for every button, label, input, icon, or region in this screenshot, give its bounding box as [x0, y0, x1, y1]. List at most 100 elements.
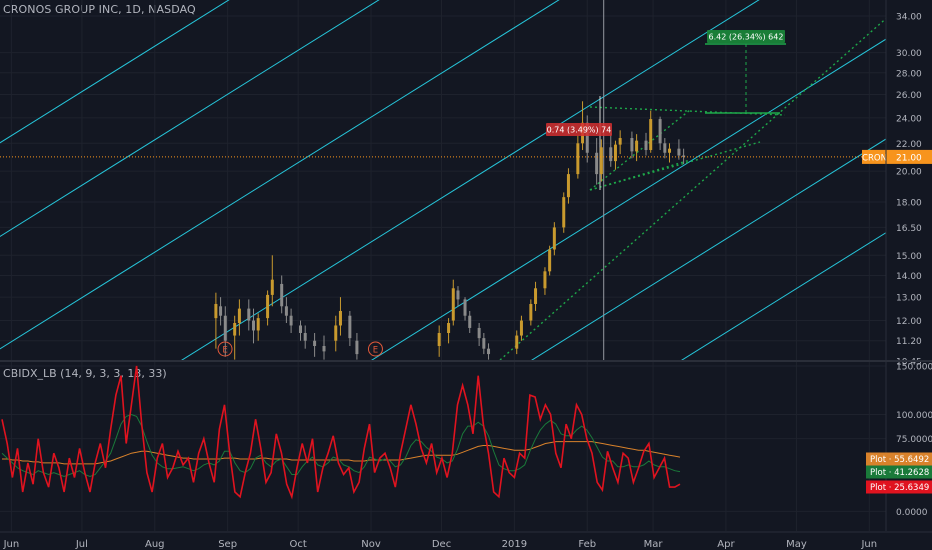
candle — [649, 110, 653, 153]
candle — [463, 297, 467, 321]
candle — [322, 335, 326, 360]
candle-body — [451, 288, 455, 321]
y-tick-label: 14.00 — [896, 272, 922, 282]
candle-body — [682, 155, 686, 157]
pitchfork-line — [681, 232, 886, 360]
plot-value-label: Plot · 25.6349 — [870, 483, 929, 493]
candle-body — [223, 315, 227, 341]
candle — [515, 330, 519, 355]
candle-body — [543, 271, 547, 289]
candle-body — [529, 303, 533, 321]
x-tick-label: Nov — [361, 539, 381, 550]
y-tick-label: 26.00 — [896, 91, 922, 101]
candle — [338, 297, 342, 336]
candle — [266, 290, 270, 326]
ind-y-tick-label: 100.0000 — [896, 411, 932, 421]
y-tick-label: 30.00 — [896, 49, 922, 59]
y-tick-label: 28.00 — [896, 69, 922, 79]
candle-body — [599, 147, 603, 175]
candle-body — [270, 279, 274, 295]
candle-body — [313, 340, 317, 347]
candle — [543, 267, 547, 295]
y-tick-label: 13.00 — [896, 294, 922, 304]
candle — [219, 297, 223, 326]
candle-body — [668, 148, 672, 153]
indicator-series-line — [1, 413, 681, 478]
candle-body — [322, 346, 326, 352]
candle-body — [663, 143, 667, 153]
x-tick-label: Dec — [432, 539, 451, 550]
candle — [289, 308, 293, 334]
candle — [214, 292, 218, 349]
candle — [348, 310, 352, 347]
candle-body — [299, 325, 303, 334]
trend-lines — [499, 17, 886, 360]
candle — [437, 325, 441, 357]
price-value-badge — [887, 149, 932, 164]
candle-body — [566, 174, 570, 198]
candle — [599, 139, 603, 182]
candle-body — [618, 138, 622, 145]
ind-y-tick-label: 150.0000 — [896, 363, 932, 373]
candle — [566, 168, 570, 204]
candle-body — [456, 290, 460, 300]
candle-body — [644, 140, 648, 151]
indicator-title: CBIDX_LB (14, 9, 3, 3, 13, 33) — [3, 367, 167, 380]
candle-body — [576, 143, 580, 175]
candle — [576, 135, 580, 179]
candle — [456, 286, 460, 307]
x-tick-label: Oct — [290, 539, 307, 550]
candle — [477, 323, 481, 347]
candle-body — [595, 152, 599, 175]
candle — [247, 299, 251, 331]
candle — [668, 143, 672, 163]
pitchfork-line — [531, 138, 886, 360]
candle — [270, 255, 274, 307]
y-tick-label: 16.50 — [896, 224, 922, 234]
x-tick-label: Sep — [218, 539, 237, 550]
candle-body — [635, 140, 639, 152]
candle-body — [677, 148, 681, 156]
candle-body — [562, 197, 566, 228]
candle-body — [463, 299, 467, 316]
candle-body — [334, 325, 338, 341]
y-tick-label: 24.00 — [896, 114, 922, 124]
candle — [334, 315, 338, 352]
candle — [303, 325, 307, 349]
candle-body — [214, 303, 218, 319]
candle-body — [548, 249, 552, 272]
candle — [658, 116, 662, 151]
trend-line — [589, 106, 786, 116]
measure-label: 0.74 (3.49%) 74 — [547, 126, 612, 135]
candle-body — [515, 335, 519, 349]
pitchfork-lines — [0, 0, 886, 360]
candle-body — [447, 323, 451, 334]
candle-body — [468, 315, 472, 328]
ind-y-tick-label: 0.0000 — [896, 508, 928, 518]
candle-body — [658, 119, 662, 144]
candle-body — [630, 138, 634, 152]
candle-body — [585, 122, 589, 153]
y-tick-label: 34.00 — [896, 13, 922, 23]
candle — [548, 245, 552, 276]
trend-line — [499, 17, 886, 360]
candle — [223, 306, 227, 357]
candle-body — [233, 323, 237, 336]
candle-body — [338, 310, 342, 326]
x-tick-label: 2019 — [502, 539, 527, 550]
candle — [256, 313, 260, 341]
earnings-marker — [217, 341, 233, 357]
x-tick-label: Jul — [75, 539, 88, 550]
candle-body — [482, 338, 486, 349]
candle — [237, 299, 241, 336]
x-tick-label: Aug — [145, 539, 165, 550]
candles — [214, 101, 686, 360]
candle — [644, 132, 648, 156]
candle-body — [284, 306, 288, 316]
y-tick-label: 15.00 — [896, 252, 922, 262]
candle-body — [219, 306, 223, 316]
plot-value-badge — [866, 480, 932, 494]
candle-body — [477, 327, 481, 339]
